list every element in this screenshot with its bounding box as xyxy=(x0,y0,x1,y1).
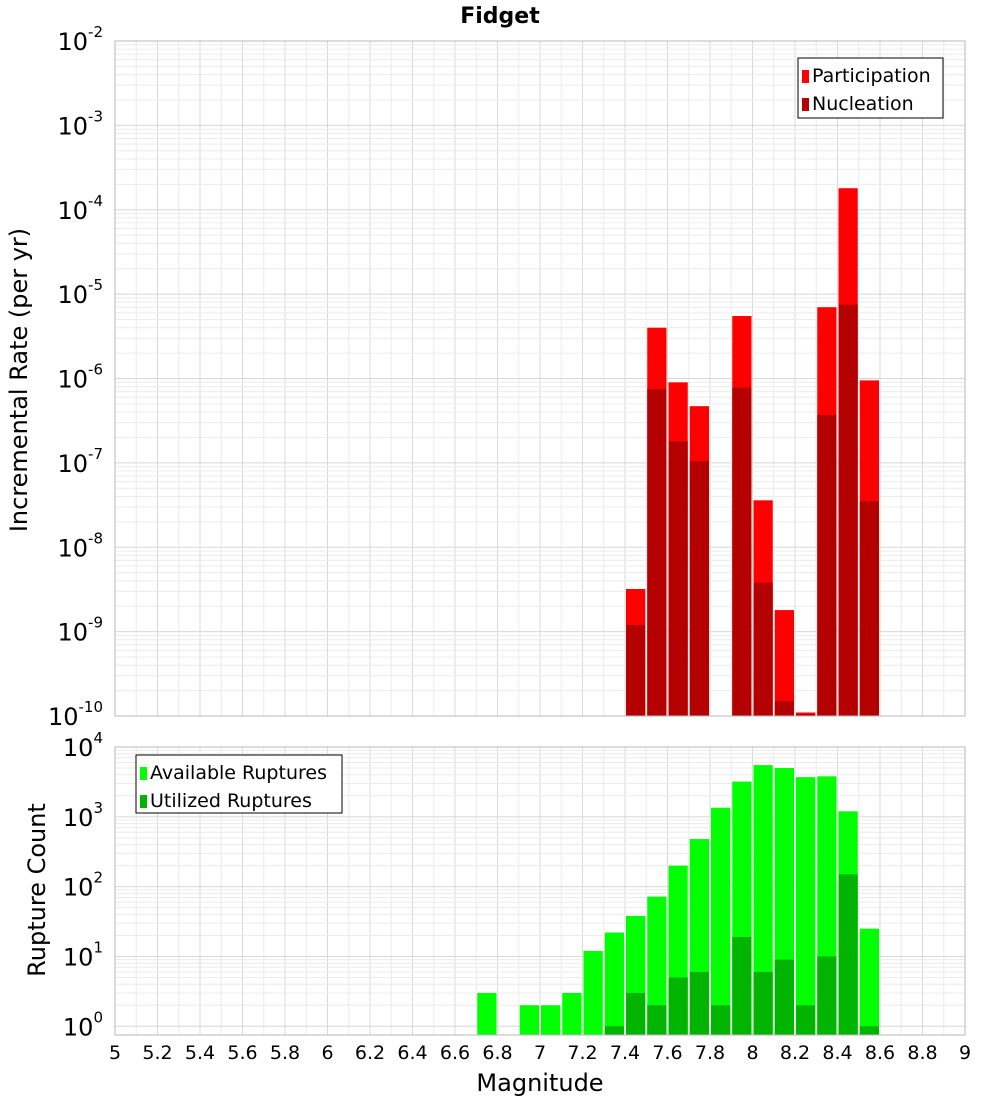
rate-y-tick-label: 10-7 xyxy=(57,445,103,478)
rate-legend-label: Participation xyxy=(812,65,931,87)
count-bar-utilized-ruptures xyxy=(689,971,709,1035)
count-bar-utilized-ruptures xyxy=(711,1005,731,1035)
rate-bar-nucleation xyxy=(859,501,879,716)
rate-y-tick-label: 10-5 xyxy=(57,276,103,309)
count-legend-label: Utilized Ruptures xyxy=(150,790,312,812)
rupture-count-plot: 100 101 102 103 104 Available Ruptures Utilize… xyxy=(63,729,971,1064)
count-bar-utilized-ruptures xyxy=(796,1005,816,1035)
count-x-tick-label: 5.2 xyxy=(142,1042,172,1064)
count-bar-available-ruptures xyxy=(604,932,624,1035)
count-x-tick-label: 6.6 xyxy=(440,1042,470,1064)
count-x-tick-label: 7.2 xyxy=(567,1042,597,1064)
count-x-tick-label: 7 xyxy=(534,1042,546,1064)
count-x-tick-label: 7.4 xyxy=(610,1042,640,1064)
count-bar-available-ruptures xyxy=(562,992,582,1035)
rate-y-tick-label: 10-2 xyxy=(57,23,103,56)
rate-bar-nucleation xyxy=(774,701,794,716)
count-y-tick-label: 102 xyxy=(63,869,103,902)
count-bar-available-ruptures xyxy=(477,992,497,1035)
count-y-tick-label: 100 xyxy=(63,1008,103,1041)
count-legend xyxy=(135,754,343,814)
magnitude-x-axis-label: Magnitude xyxy=(476,1069,603,1097)
count-bar-utilized-ruptures xyxy=(817,956,837,1035)
rate-y-tick-label: 10-8 xyxy=(57,529,103,562)
count-bar-utilized-ruptures xyxy=(753,971,773,1035)
count-bar-utilized-ruptures xyxy=(732,936,752,1035)
rate-plot-frame xyxy=(114,40,966,717)
count-bar-available-ruptures xyxy=(541,1005,561,1035)
count-x-tick-label: 6.4 xyxy=(397,1042,427,1064)
count-legend-swatch xyxy=(140,795,147,808)
count-bar-utilized-ruptures xyxy=(647,1005,667,1035)
rate-bar-participation xyxy=(774,610,794,716)
rate-bar-nucleation xyxy=(838,304,858,716)
count-bar-utilized-ruptures xyxy=(774,959,794,1035)
rate-bar-nucleation xyxy=(668,441,688,716)
count-legend-swatch xyxy=(140,767,147,780)
count-bar-utilized-ruptures xyxy=(604,1026,624,1035)
count-x-tick-label: 6 xyxy=(321,1042,333,1064)
rate-bar-nucleation xyxy=(626,624,646,716)
rate-y-axis-label: Incremental Rate (per yr) xyxy=(5,228,33,532)
rate-y-tick-label: 10-6 xyxy=(57,361,103,394)
count-x-tick-label: 6.8 xyxy=(482,1042,512,1064)
chart-title: Fidget xyxy=(460,4,540,29)
count-bar-available-ruptures xyxy=(859,928,879,1035)
count-x-tick-label: 7.8 xyxy=(695,1042,725,1064)
count-bar-available-ruptures xyxy=(711,807,731,1035)
rate-legend-label: Nucleation xyxy=(812,93,914,115)
rate-bar-nucleation xyxy=(689,461,709,716)
count-y-tick-label: 104 xyxy=(63,729,103,762)
count-x-tick-label: 5.8 xyxy=(270,1042,300,1064)
count-bar-utilized-ruptures xyxy=(838,874,858,1035)
count-x-tick-label: 8.8 xyxy=(907,1042,937,1064)
count-bar-available-ruptures xyxy=(519,1005,539,1035)
count-bar-utilized-ruptures xyxy=(668,977,688,1035)
count-x-tick-label: 8.4 xyxy=(822,1042,852,1064)
count-y-tick-label: 101 xyxy=(63,938,103,971)
rate-y-tick-label: 10-4 xyxy=(57,192,103,225)
count-bar-available-ruptures xyxy=(753,765,773,1035)
rate-legend xyxy=(797,57,944,119)
count-plot-frame xyxy=(114,746,966,1036)
rate-legend-swatch xyxy=(802,70,809,83)
count-x-tick-label: 5 xyxy=(109,1042,121,1064)
count-legend-label: Available Ruptures xyxy=(150,762,327,784)
rate-bar-nucleation xyxy=(647,389,667,716)
count-bar-available-ruptures xyxy=(583,950,603,1035)
count-x-tick-label: 5.4 xyxy=(185,1042,215,1064)
rate-legend-swatch xyxy=(802,98,809,111)
count-x-tick-label: 5.6 xyxy=(227,1042,257,1064)
rate-plot: 10-10 10-9 10-8 10-7 10-6 10-5 10-4 10-3 10-2 Par… xyxy=(48,23,966,731)
count-bar-available-ruptures xyxy=(796,777,816,1035)
count-bar-available-ruptures xyxy=(647,896,667,1035)
count-x-tick-label: 8.2 xyxy=(780,1042,810,1064)
rate-y-tick-label: 10-9 xyxy=(57,614,103,647)
rate-bar-nucleation xyxy=(817,414,837,716)
rate-y-tick-label: 10-3 xyxy=(57,107,103,140)
count-x-tick-label: 7.6 xyxy=(652,1042,682,1064)
rate-y-tick-label: 10-10 xyxy=(48,698,103,731)
count-bar-utilized-ruptures xyxy=(626,992,646,1035)
count-x-tick-label: 6.2 xyxy=(355,1042,385,1064)
count-x-tick-label: 8 xyxy=(746,1042,758,1064)
rate-bar-nucleation xyxy=(796,714,816,716)
rate-bar-nucleation xyxy=(732,387,752,716)
count-x-tick-label: 8.6 xyxy=(865,1042,895,1064)
count-bar-utilized-ruptures xyxy=(859,1026,879,1035)
count-y-axis-label: Rupture Count xyxy=(23,803,51,977)
rate-bar-nucleation xyxy=(753,582,773,716)
count-y-tick-label: 103 xyxy=(63,799,103,832)
count-x-tick-label: 9 xyxy=(959,1042,971,1064)
